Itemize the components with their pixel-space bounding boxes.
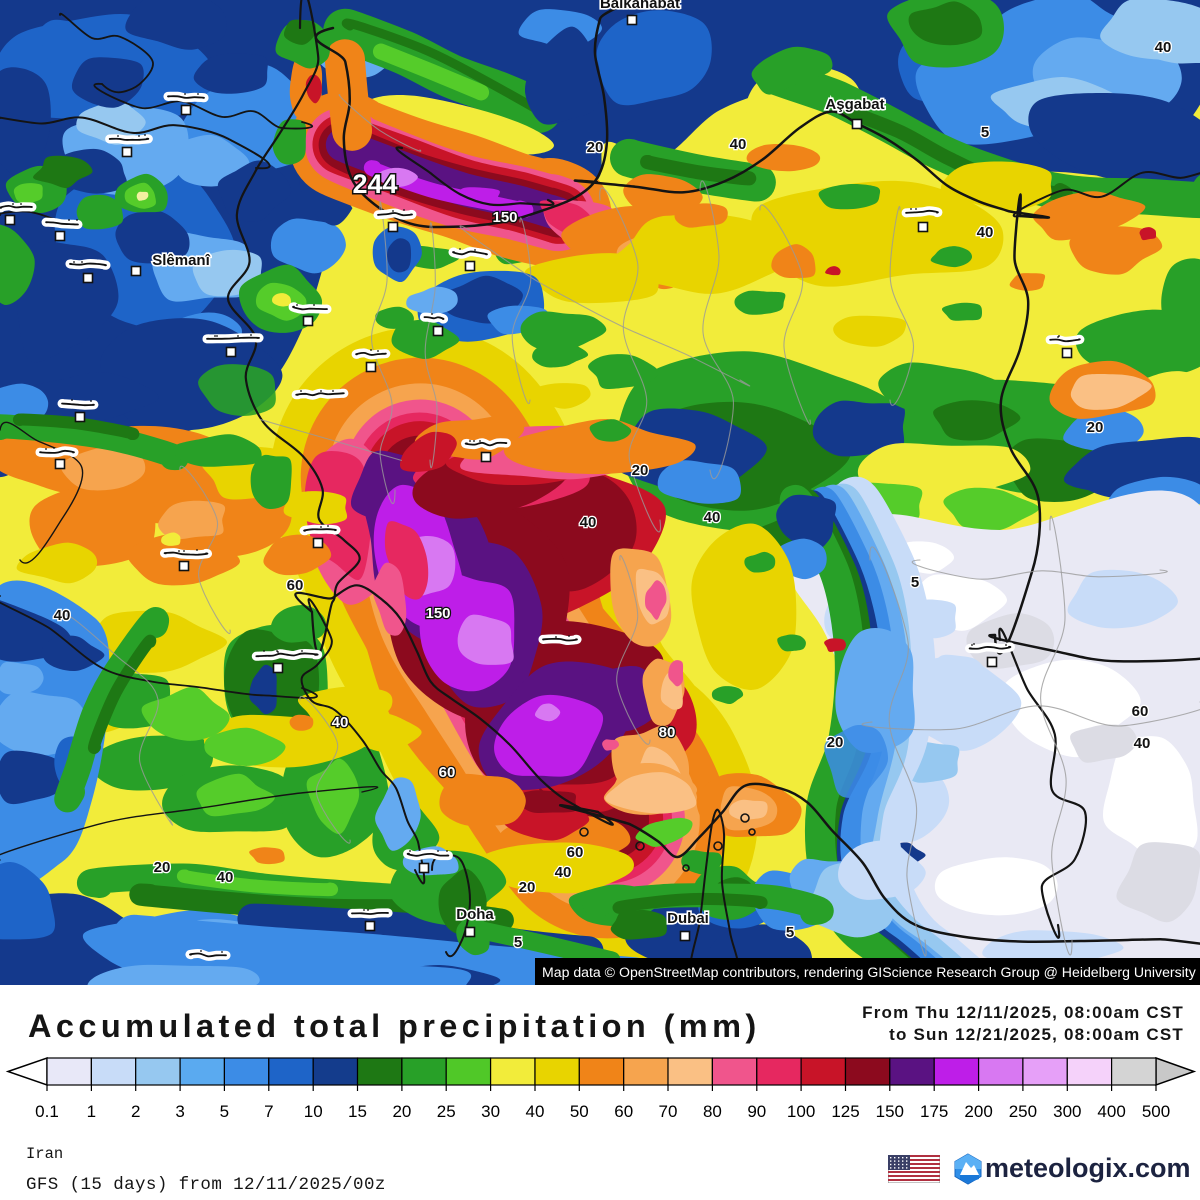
svg-text:Dubai: Dubai (667, 910, 709, 927)
svg-text:40: 40 (730, 136, 747, 153)
svg-text:200: 200 (964, 1102, 992, 1121)
svg-text:100: 100 (787, 1102, 815, 1121)
svg-text:7: 7 (264, 1102, 273, 1121)
svg-text:40: 40 (332, 714, 349, 731)
svg-text:80: 80 (703, 1102, 722, 1121)
svg-text:40: 40 (580, 514, 597, 531)
svg-text:50: 50 (570, 1102, 589, 1121)
svg-text:40: 40 (1155, 39, 1172, 56)
svg-text:20: 20 (1087, 419, 1104, 436)
svg-text:10: 10 (304, 1102, 323, 1121)
svg-text:150: 150 (492, 209, 517, 226)
svg-text:5: 5 (981, 124, 989, 141)
svg-text:5: 5 (786, 924, 794, 941)
svg-text:250: 250 (1009, 1102, 1037, 1121)
svg-text:244: 244 (352, 169, 397, 199)
svg-text:5: 5 (220, 1102, 229, 1121)
svg-text:Balkanabat: Balkanabat (600, 0, 680, 12)
svg-text:0.1: 0.1 (35, 1102, 59, 1121)
svg-text:20: 20 (519, 879, 536, 896)
svg-text:25: 25 (437, 1102, 456, 1121)
svg-text:Aşgabat: Aşgabat (825, 96, 884, 113)
svg-text:80: 80 (659, 724, 676, 741)
svg-text:400: 400 (1097, 1102, 1125, 1121)
svg-text:20: 20 (392, 1102, 411, 1121)
svg-text:Map data © OpenStreetMap contr: Map data © OpenStreetMap contributors, r… (542, 964, 1197, 980)
svg-text:15: 15 (348, 1102, 367, 1121)
svg-text:60: 60 (567, 844, 584, 861)
svg-text:30: 30 (481, 1102, 500, 1121)
svg-text:Doha: Doha (456, 906, 494, 923)
svg-text:60: 60 (287, 577, 304, 594)
svg-text:60: 60 (439, 764, 456, 781)
svg-text:20: 20 (154, 859, 171, 876)
svg-text:150: 150 (876, 1102, 904, 1121)
svg-text:40: 40 (704, 509, 721, 526)
svg-text:40: 40 (526, 1102, 545, 1121)
svg-text:500: 500 (1142, 1102, 1170, 1121)
svg-text:60: 60 (614, 1102, 633, 1121)
svg-text:5: 5 (911, 574, 919, 591)
svg-text:40: 40 (1134, 735, 1151, 752)
svg-text:40: 40 (555, 864, 572, 881)
svg-text:20: 20 (632, 462, 649, 479)
svg-text:5: 5 (514, 934, 522, 951)
svg-text:150: 150 (425, 605, 450, 622)
svg-text:3: 3 (175, 1102, 184, 1121)
svg-text:40: 40 (217, 869, 234, 886)
svg-text:70: 70 (659, 1102, 678, 1121)
svg-text:20: 20 (587, 139, 604, 156)
svg-text:40: 40 (54, 607, 71, 624)
svg-text:90: 90 (747, 1102, 766, 1121)
svg-text:40: 40 (977, 224, 994, 241)
svg-text:20: 20 (827, 734, 844, 751)
svg-text:125: 125 (831, 1102, 859, 1121)
svg-text:60: 60 (1132, 703, 1149, 720)
svg-text:2: 2 (131, 1102, 140, 1121)
svg-text:Slêmanî: Slêmanî (152, 252, 210, 269)
svg-text:1: 1 (87, 1102, 96, 1121)
svg-text:300: 300 (1053, 1102, 1081, 1121)
svg-text:175: 175 (920, 1102, 948, 1121)
